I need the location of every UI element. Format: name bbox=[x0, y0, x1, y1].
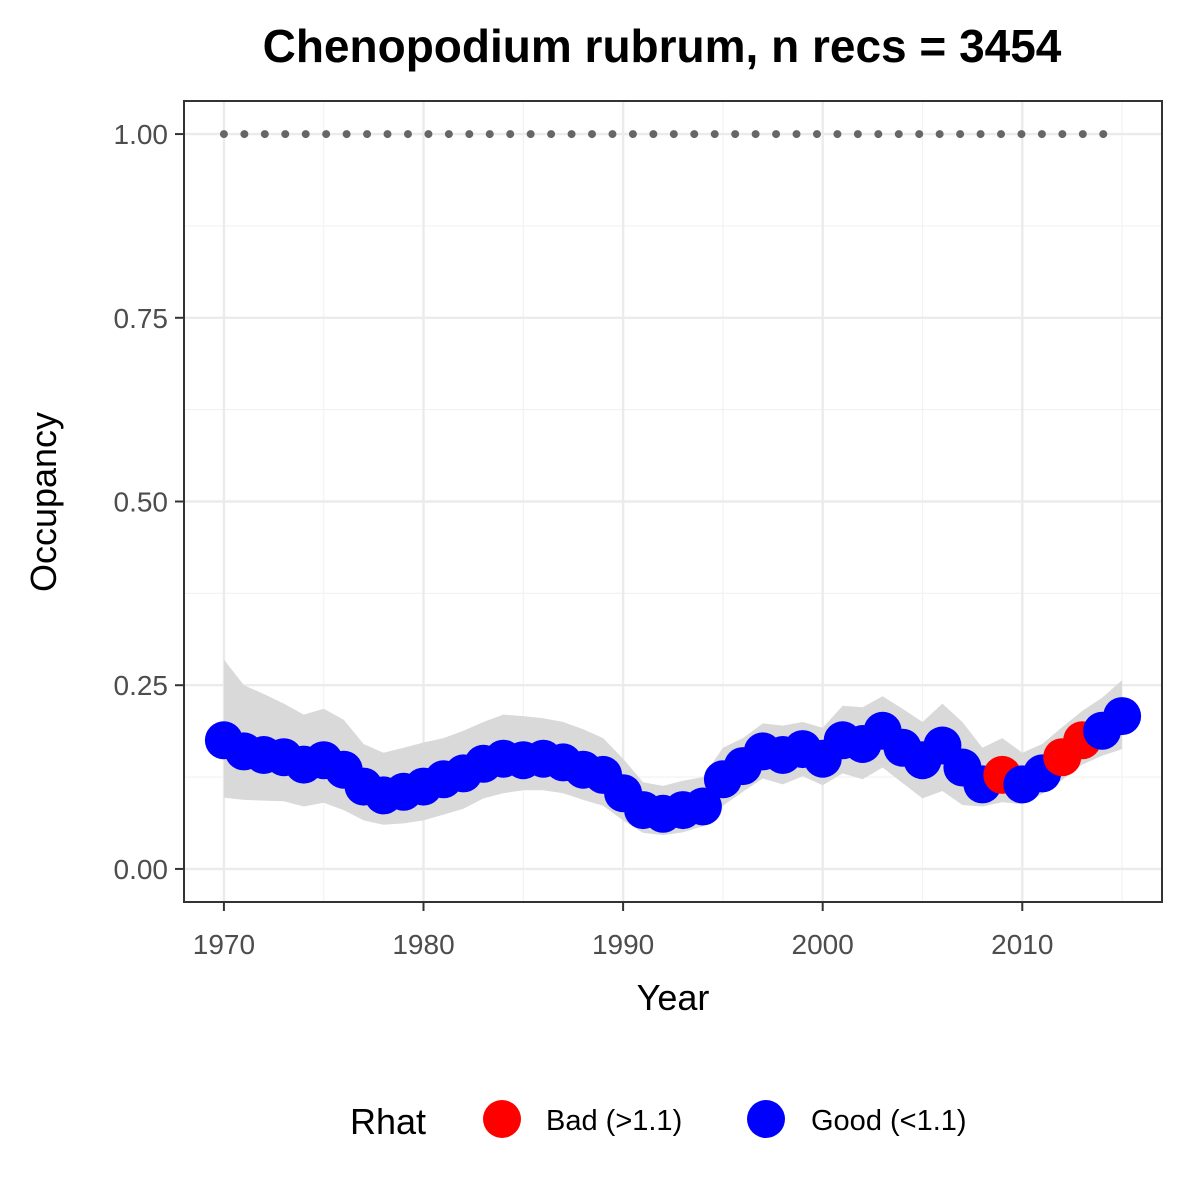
x-tick-label: 1980 bbox=[392, 929, 454, 960]
y-tick-label: 0.00 bbox=[114, 854, 169, 885]
y-tick-label: 1.00 bbox=[114, 119, 169, 150]
legend: Rhat Bad (>1.1) Good (<1.1) bbox=[350, 1100, 967, 1142]
x-tick-label: 1970 bbox=[193, 929, 255, 960]
data-point-2015 bbox=[1103, 697, 1142, 736]
x-axis-title: Year bbox=[637, 977, 710, 1018]
legend-key-bad bbox=[483, 1100, 521, 1138]
legend-title: Rhat bbox=[350, 1101, 426, 1142]
y-axis: 0.00 0.25 0.50 0.75 1.00 bbox=[114, 119, 184, 885]
chart-title: Chenopodium rubrum, n recs = 3454 bbox=[263, 20, 1062, 72]
y-tick-label: 0.75 bbox=[114, 303, 169, 334]
x-tick-label: 2000 bbox=[792, 929, 854, 960]
x-axis: 1970 1980 1990 2000 2010 bbox=[193, 902, 1053, 960]
occupancy-points bbox=[204, 697, 1142, 833]
data-point-1994 bbox=[683, 787, 722, 826]
y-tick-label: 0.25 bbox=[114, 670, 169, 701]
x-tick-label: 2010 bbox=[991, 929, 1053, 960]
legend-label-bad: Bad (>1.1) bbox=[546, 1105, 682, 1137]
y-axis-title: Occupancy bbox=[23, 412, 64, 592]
legend-key-good bbox=[747, 1100, 785, 1138]
y-tick-label: 0.50 bbox=[114, 487, 169, 518]
x-tick-label: 1990 bbox=[592, 929, 654, 960]
legend-label-good: Good (<1.1) bbox=[811, 1105, 967, 1137]
